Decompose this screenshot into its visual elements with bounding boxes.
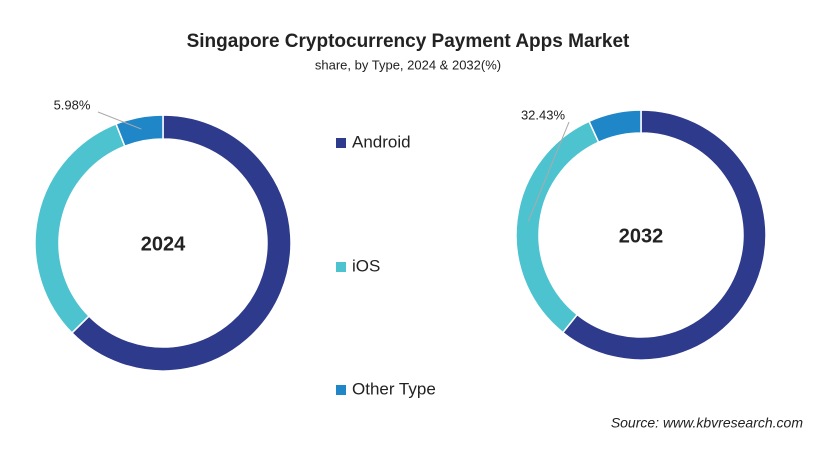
donut-center-label: 2024 bbox=[141, 233, 186, 255]
legend-label: Other Type bbox=[352, 379, 436, 398]
donut-slice bbox=[70, 114, 292, 372]
donut-slice bbox=[115, 114, 164, 148]
donut-center-label: 2032 bbox=[619, 225, 664, 247]
donut-slice bbox=[561, 109, 767, 361]
legend-label: Android bbox=[352, 132, 411, 151]
legend-swatch bbox=[336, 138, 346, 148]
legend-swatch bbox=[336, 262, 346, 272]
donut-slice bbox=[588, 109, 642, 144]
value-label: 5.98% bbox=[54, 97, 91, 112]
source: Source: www.kbvresearch.com bbox=[611, 415, 804, 431]
chart-subtitle: share, by Type, 2024 & 2032(%) bbox=[315, 57, 501, 72]
chart-title: Singapore Cryptocurrency Payment Apps Ma… bbox=[187, 31, 630, 52]
leader-line bbox=[97, 111, 142, 130]
leader-line bbox=[527, 121, 570, 222]
legend-label: iOS bbox=[352, 256, 380, 275]
value-label: 32.43% bbox=[521, 107, 566, 122]
legend-swatch bbox=[336, 385, 346, 395]
